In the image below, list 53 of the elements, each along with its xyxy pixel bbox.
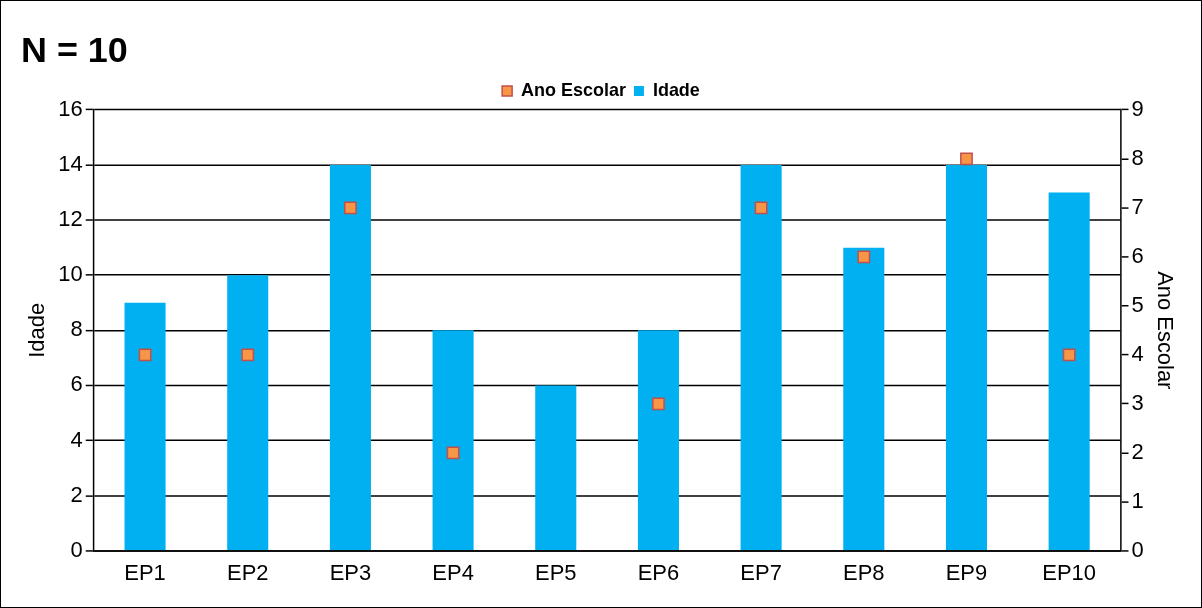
point — [652, 397, 665, 411]
y2-tick-label: 7 — [1131, 193, 1144, 219]
x-tick-label: EP9 — [945, 559, 988, 585]
point — [446, 446, 460, 460]
y2-tick-label: 0 — [1131, 536, 1144, 562]
y-tick-label: 16 — [58, 95, 83, 121]
legend-label: Ano Escolar — [521, 79, 626, 100]
bar — [740, 164, 782, 551]
point — [138, 348, 152, 362]
y2-tick-label: 9 — [1131, 95, 1144, 121]
y-tick-label: 0 — [70, 536, 83, 562]
y-axis-title: Idade — [24, 302, 50, 358]
y2-axis-title: Ano Escolar — [1152, 271, 1178, 390]
y-tick-label: 6 — [70, 371, 83, 397]
point — [344, 201, 357, 215]
x-tick-label: EP7 — [740, 559, 782, 585]
y2-tick-label: 1 — [1131, 487, 1144, 513]
x-tick-label: EP1 — [124, 559, 166, 585]
y2-tick-label: 6 — [1131, 242, 1144, 268]
point — [754, 201, 768, 215]
y2-tick-label: 3 — [1131, 389, 1144, 415]
point — [857, 250, 871, 264]
y2-tick-label: 5 — [1131, 291, 1144, 317]
x-tick-label: EP6 — [637, 559, 680, 585]
point — [1062, 348, 1076, 362]
y-tick-label: 14 — [58, 151, 83, 176]
bar — [227, 275, 269, 551]
x-tick-label: EP3 — [329, 559, 372, 585]
y2-tick-label: 4 — [1131, 340, 1144, 366]
bar — [329, 164, 371, 551]
point — [241, 348, 255, 362]
x-tick-label: EP10 — [1042, 559, 1097, 585]
bar — [843, 247, 885, 551]
bar — [535, 385, 577, 551]
y-tick-label: 2 — [70, 481, 83, 507]
y-tick-label: 4 — [70, 426, 83, 452]
y-tick-label: 12 — [58, 206, 83, 232]
bar — [124, 302, 166, 551]
y2-tick-label: 2 — [1131, 438, 1144, 464]
chart-title: N = 10 — [20, 29, 128, 71]
bar — [1048, 192, 1090, 551]
y-tick-label: 10 — [58, 261, 83, 287]
y-tick-label: 8 — [70, 316, 83, 342]
x-tick-label: EP4 — [432, 559, 474, 585]
y2-tick-label: 8 — [1131, 144, 1144, 170]
legend-label: Idade — [652, 79, 700, 100]
x-tick-label: EP5 — [535, 559, 577, 585]
bar — [637, 330, 679, 551]
x-tick-label: EP8 — [843, 559, 885, 585]
x-tick-label: EP2 — [226, 559, 269, 585]
bar — [432, 330, 474, 551]
bar — [945, 164, 988, 551]
point — [960, 152, 973, 166]
